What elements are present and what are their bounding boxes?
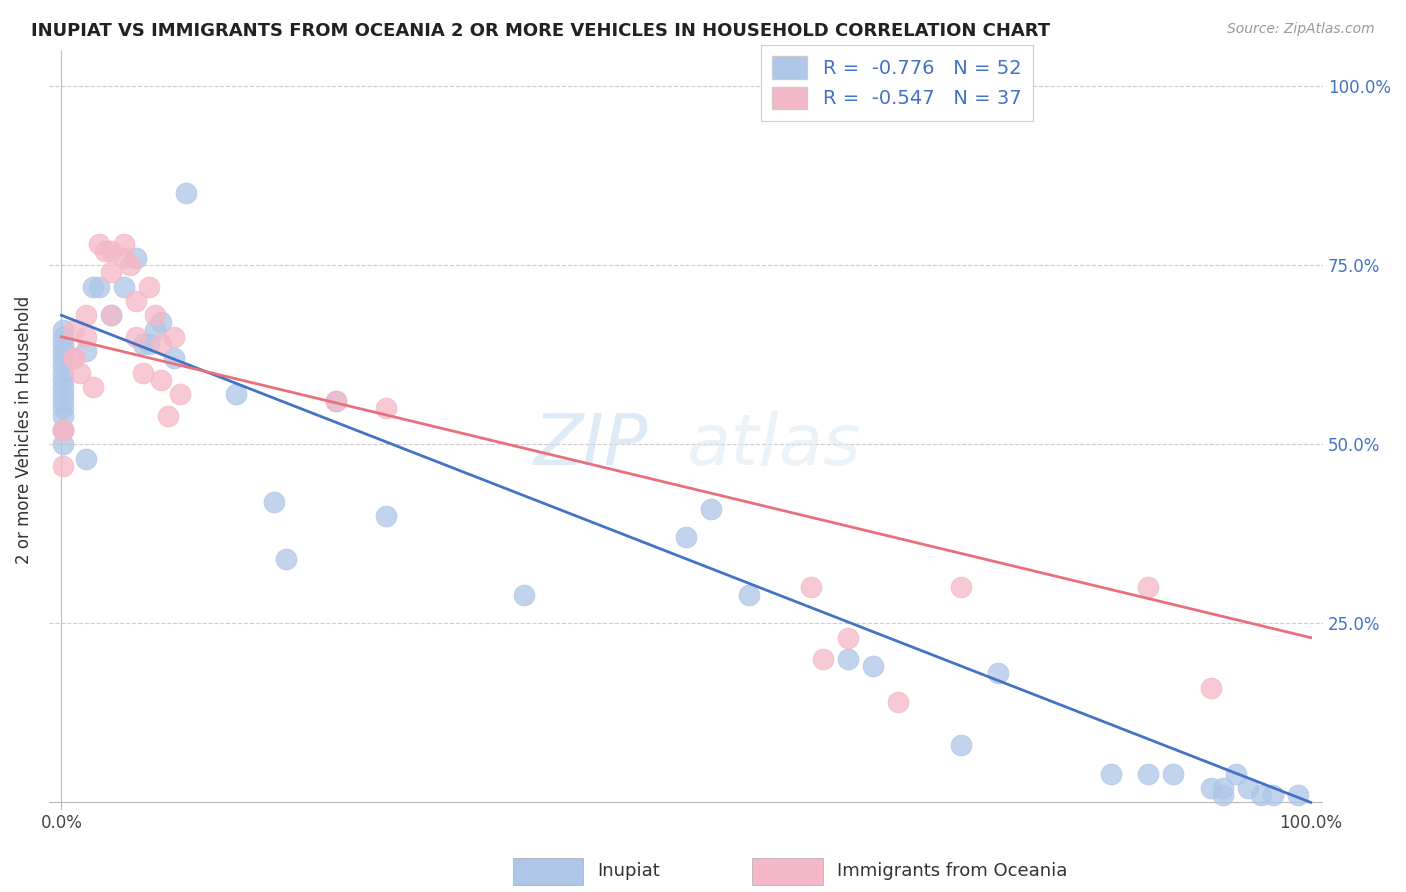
Point — [1161, 766, 1184, 780]
Point — [52, 323, 75, 337]
Point — [131, 337, 153, 351]
Point — [143, 308, 166, 322]
Point — [887, 695, 910, 709]
Point — [87, 236, 110, 251]
Point — [52, 366, 75, 380]
Point — [1237, 780, 1260, 795]
Text: INUPIAT VS IMMIGRANTS FROM OCEANIA 2 OR MORE VEHICLES IN HOUSEHOLD CORRELATION C: INUPIAT VS IMMIGRANTS FROM OCEANIA 2 OR … — [31, 22, 1050, 40]
Point — [1286, 788, 1309, 802]
Point — [87, 279, 110, 293]
Point — [100, 244, 122, 258]
Point — [1199, 681, 1222, 695]
Point — [52, 373, 75, 387]
Point — [150, 373, 173, 387]
Point — [987, 666, 1010, 681]
Point — [1225, 766, 1247, 780]
Point — [75, 451, 97, 466]
Point — [138, 337, 160, 351]
Point — [52, 423, 75, 437]
Point — [375, 401, 398, 416]
Point — [125, 251, 148, 265]
Point — [52, 337, 75, 351]
Legend: R =  -0.776   N = 52, R =  -0.547   N = 37: R = -0.776 N = 52, R = -0.547 N = 37 — [761, 45, 1033, 120]
Point — [52, 394, 75, 409]
Point — [1137, 766, 1160, 780]
Point — [276, 551, 298, 566]
Point — [69, 366, 91, 380]
Point — [263, 494, 285, 508]
Point — [375, 508, 398, 523]
Point — [800, 581, 823, 595]
Point — [1263, 788, 1285, 802]
Point — [700, 501, 723, 516]
Point — [862, 659, 884, 673]
Point — [131, 366, 153, 380]
Point — [100, 308, 122, 322]
Point — [52, 359, 75, 373]
Point — [125, 330, 148, 344]
Point — [82, 380, 104, 394]
Point — [1199, 780, 1222, 795]
Point — [949, 738, 972, 752]
Point — [125, 293, 148, 308]
Point — [63, 351, 86, 366]
Point — [163, 330, 186, 344]
Point — [138, 279, 160, 293]
Point — [52, 409, 75, 423]
Point — [813, 652, 835, 666]
Point — [75, 344, 97, 359]
Point — [737, 588, 759, 602]
Point — [169, 387, 191, 401]
Point — [52, 330, 75, 344]
Point — [52, 423, 75, 437]
Point — [75, 330, 97, 344]
Point — [225, 387, 247, 401]
Point — [143, 323, 166, 337]
Point — [63, 323, 86, 337]
Point — [82, 279, 104, 293]
Point — [1099, 766, 1122, 780]
Point — [1212, 780, 1234, 795]
Text: Immigrants from Oceania: Immigrants from Oceania — [837, 863, 1067, 880]
Point — [75, 308, 97, 322]
Point — [112, 251, 135, 265]
Text: Inupiat: Inupiat — [598, 863, 661, 880]
Text: ZIP: ZIP — [533, 410, 648, 480]
Point — [52, 423, 75, 437]
Text: Source: ZipAtlas.com: Source: ZipAtlas.com — [1227, 22, 1375, 37]
Point — [94, 244, 117, 258]
Point — [156, 409, 179, 423]
Point — [325, 394, 347, 409]
Point — [1250, 788, 1272, 802]
Point — [1137, 581, 1160, 595]
Point — [150, 337, 173, 351]
Point — [1212, 788, 1234, 802]
Point — [52, 380, 75, 394]
Point — [837, 631, 859, 645]
Point — [52, 458, 75, 473]
Point — [52, 437, 75, 451]
Point — [120, 258, 142, 272]
Point — [100, 308, 122, 322]
Point — [675, 530, 697, 544]
Point — [150, 315, 173, 329]
Point — [163, 351, 186, 366]
Point — [325, 394, 347, 409]
Point — [837, 652, 859, 666]
Point — [52, 344, 75, 359]
Point — [52, 351, 75, 366]
Point — [949, 581, 972, 595]
Point — [112, 279, 135, 293]
Y-axis label: 2 or more Vehicles in Household: 2 or more Vehicles in Household — [15, 296, 32, 564]
Point — [100, 265, 122, 279]
Point — [52, 401, 75, 416]
Point — [512, 588, 534, 602]
Point — [63, 351, 86, 366]
Point — [176, 186, 198, 201]
Text: atlas: atlas — [686, 410, 860, 480]
Point — [52, 387, 75, 401]
Point — [112, 236, 135, 251]
